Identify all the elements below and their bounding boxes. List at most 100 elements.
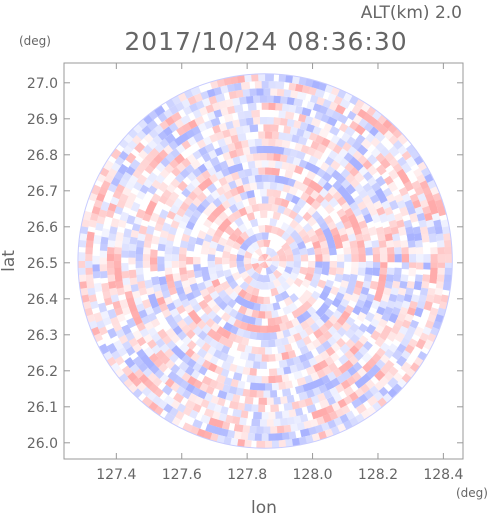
radar-cell — [274, 353, 283, 362]
radar-cell — [385, 274, 394, 284]
radar-cell — [179, 342, 190, 354]
radar-cell — [217, 222, 228, 233]
radar-cell — [319, 399, 330, 409]
radar-cell — [442, 281, 452, 291]
radar-cell — [281, 424, 292, 433]
radar-cell — [114, 245, 122, 255]
radar-cell — [230, 134, 240, 144]
radar-cell — [243, 237, 253, 247]
radar-cell — [288, 364, 299, 374]
x-tick-label: 127.6 — [162, 467, 202, 483]
radar-cell — [146, 119, 158, 131]
radar-cell — [362, 233, 372, 243]
radar-cell — [369, 280, 379, 290]
radar-cell — [110, 148, 122, 160]
radar-cell — [232, 372, 243, 381]
radar-cell — [297, 136, 308, 146]
y-tick-label: 26.0 — [27, 436, 58, 452]
radar-cell — [259, 325, 267, 333]
radar-cell — [242, 146, 252, 156]
radar-cell — [126, 214, 136, 225]
radar-cell — [135, 245, 144, 255]
radar-cell — [262, 390, 271, 398]
radar-cell — [275, 367, 285, 376]
radar-cell — [293, 277, 304, 288]
radar-cell — [437, 254, 446, 263]
radar-cell — [372, 267, 381, 277]
radar-cell — [217, 390, 228, 400]
radar-cell — [126, 192, 137, 203]
radar-cell — [378, 274, 387, 284]
radar-cell — [168, 191, 180, 202]
radar-cell — [243, 275, 253, 285]
radar-cell — [233, 193, 243, 203]
radar-cell — [97, 302, 108, 313]
radar-cell — [261, 174, 270, 182]
radar-cell — [401, 162, 412, 174]
radar-cell — [143, 238, 152, 248]
radar-cell — [258, 73, 267, 82]
radar-cell — [283, 343, 293, 353]
radar-cell — [197, 230, 207, 240]
radar-cell — [161, 384, 173, 396]
radar-cell — [241, 366, 251, 376]
radar-cell — [85, 252, 93, 261]
radar-cell — [246, 95, 255, 104]
radar-cell — [242, 403, 252, 412]
radar-cell — [251, 109, 260, 118]
radar-cell — [172, 273, 181, 282]
radar-cell — [319, 291, 329, 302]
radar-cell — [273, 117, 283, 126]
radar-cell — [413, 281, 423, 291]
radar-cell — [264, 347, 273, 355]
radar-cell — [380, 158, 391, 169]
radar-cell — [344, 328, 356, 339]
radar-cell — [103, 159, 114, 171]
radar-cell — [256, 296, 264, 305]
radar-cell — [400, 274, 409, 284]
radar-cell — [123, 228, 132, 238]
radar-cell — [276, 439, 287, 448]
radar-cell — [126, 317, 137, 329]
coverage-rim — [77, 73, 453, 449]
radar-cell — [239, 281, 250, 291]
radar-cell — [276, 146, 286, 155]
radar-cell — [143, 346, 155, 358]
radar-cell — [238, 206, 248, 217]
radar-cell — [178, 253, 187, 261]
radar-cell — [170, 111, 182, 123]
radar-cell — [273, 338, 283, 347]
radar-cell — [292, 203, 302, 214]
radar-cell — [385, 240, 395, 249]
radar-cell — [387, 254, 395, 263]
radar-cell — [121, 365, 133, 377]
radar-cell — [301, 234, 312, 244]
radar-cell — [100, 201, 110, 212]
radar-cell — [250, 271, 260, 281]
radar-cell — [247, 197, 257, 206]
radar-cell — [242, 88, 252, 97]
radar-cell — [372, 261, 381, 270]
radar-cell — [142, 252, 151, 261]
radar-cell — [260, 412, 269, 420]
radar-cell — [224, 225, 235, 236]
radar-cell — [233, 423, 244, 433]
radar-cell — [379, 247, 388, 256]
radar-cell — [296, 198, 307, 208]
radar-cell — [268, 273, 277, 282]
radar-cell — [386, 267, 395, 277]
radar-cell — [237, 169, 247, 179]
radar-cell — [396, 355, 407, 367]
radar-cell — [129, 159, 141, 171]
radar-cell — [244, 360, 254, 369]
radar-cell — [389, 199, 399, 211]
radar-cell — [380, 254, 388, 263]
radar-cell — [243, 345, 253, 354]
radar-cell — [394, 254, 402, 263]
radar-cell — [375, 226, 385, 236]
radar-cell — [276, 182, 285, 192]
radar-cell — [430, 247, 438, 256]
radar-cell — [272, 324, 281, 333]
radar-cell — [315, 261, 323, 269]
radar-cell — [276, 227, 286, 238]
